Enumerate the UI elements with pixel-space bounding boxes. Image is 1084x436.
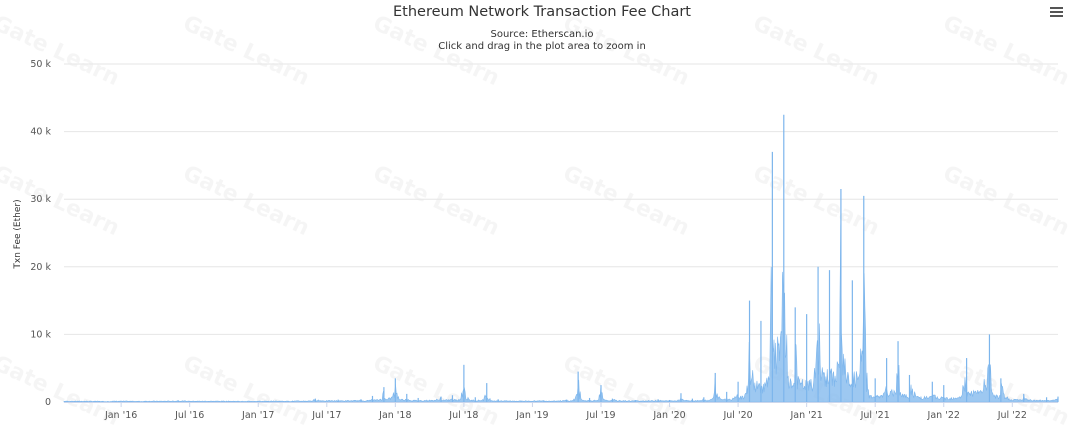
x-tick-label: Jan '17 xyxy=(241,410,274,421)
x-tick-label: Jan '19 xyxy=(515,410,548,421)
y-tick-label: 30 k xyxy=(30,194,51,205)
y-tick-label: 40 k xyxy=(30,127,51,138)
x-tick-label: Jul '20 xyxy=(722,410,752,421)
watermark-text: Gate Learn xyxy=(559,161,693,241)
watermark-text: Gate Learn xyxy=(0,11,123,91)
watermark-text: Gate Learn xyxy=(939,161,1073,241)
chart-source: Source: Etherscan.io xyxy=(490,29,594,40)
chart-subtitle: Source: Etherscan.io Click and drag in t… xyxy=(0,29,1084,53)
y-axis-title: Txn Fee (Ether) xyxy=(13,199,23,269)
x-tick-label: Jul '19 xyxy=(585,410,615,421)
x-tick-label: Jan '22 xyxy=(927,410,960,421)
series-layer[interactable] xyxy=(63,114,1059,403)
chart-title: Ethereum Network Transaction Fee Chart xyxy=(392,4,691,20)
x-tick-label: Jan '21 xyxy=(789,410,822,421)
x-tick-label: Jul '21 xyxy=(860,410,890,421)
x-tick-label: Jul '22 xyxy=(997,410,1027,421)
watermark-text: Gate Learn xyxy=(559,11,693,91)
watermark-text: Gate Learn xyxy=(369,161,503,241)
y-tick-label: 50 k xyxy=(30,59,51,70)
x-tick-label: Jan '18 xyxy=(378,410,411,421)
watermark-text: Gate Learn xyxy=(749,11,883,91)
x-tick-label: Jul '16 xyxy=(174,410,204,421)
y-tick-label: 20 k xyxy=(30,262,51,273)
watermark-text: Gate Learn xyxy=(179,161,313,241)
watermark-text: Gate Learn xyxy=(179,11,313,91)
chart-zoom-hint: Click and drag in the plot area to zoom … xyxy=(438,41,646,52)
watermark-text: Gate Learn xyxy=(369,11,503,91)
y-tick-label: 10 k xyxy=(30,329,51,340)
x-tick-label: Jan '16 xyxy=(104,410,137,421)
hamburger-menu-icon[interactable] xyxy=(1049,5,1064,19)
y-tick-label: 0 xyxy=(45,397,51,408)
axes-layer: 0 10 k 20 k 30 k 40 k 50 k Jan '16 Jul '16 Jan '… xyxy=(30,59,1058,421)
x-tick-label: Jul '18 xyxy=(448,410,478,421)
watermark-layer: Gate Learn Gate Learn Gate Learn Gate Learn… xyxy=(0,11,1073,431)
series-area[interactable] xyxy=(63,224,1059,403)
x-tick-label: Jul '17 xyxy=(311,410,341,421)
watermark-text: Gate Learn xyxy=(939,11,1073,91)
x-tick-label: Jan '20 xyxy=(652,410,685,421)
grid-lines xyxy=(64,63,1058,335)
watermark-text: Gate Learn xyxy=(749,161,883,241)
